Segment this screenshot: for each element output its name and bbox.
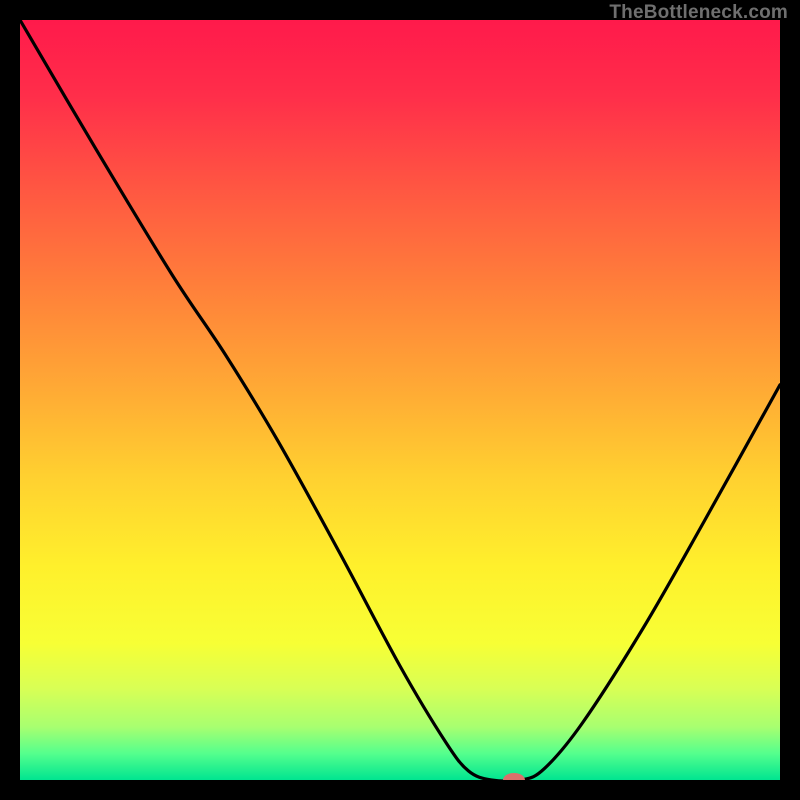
chart-container: TheBottleneck.com <box>0 0 800 800</box>
optimal-marker <box>503 773 525 780</box>
curve-layer <box>20 20 780 780</box>
plot-area <box>20 20 780 780</box>
bottleneck-curve <box>20 20 780 780</box>
